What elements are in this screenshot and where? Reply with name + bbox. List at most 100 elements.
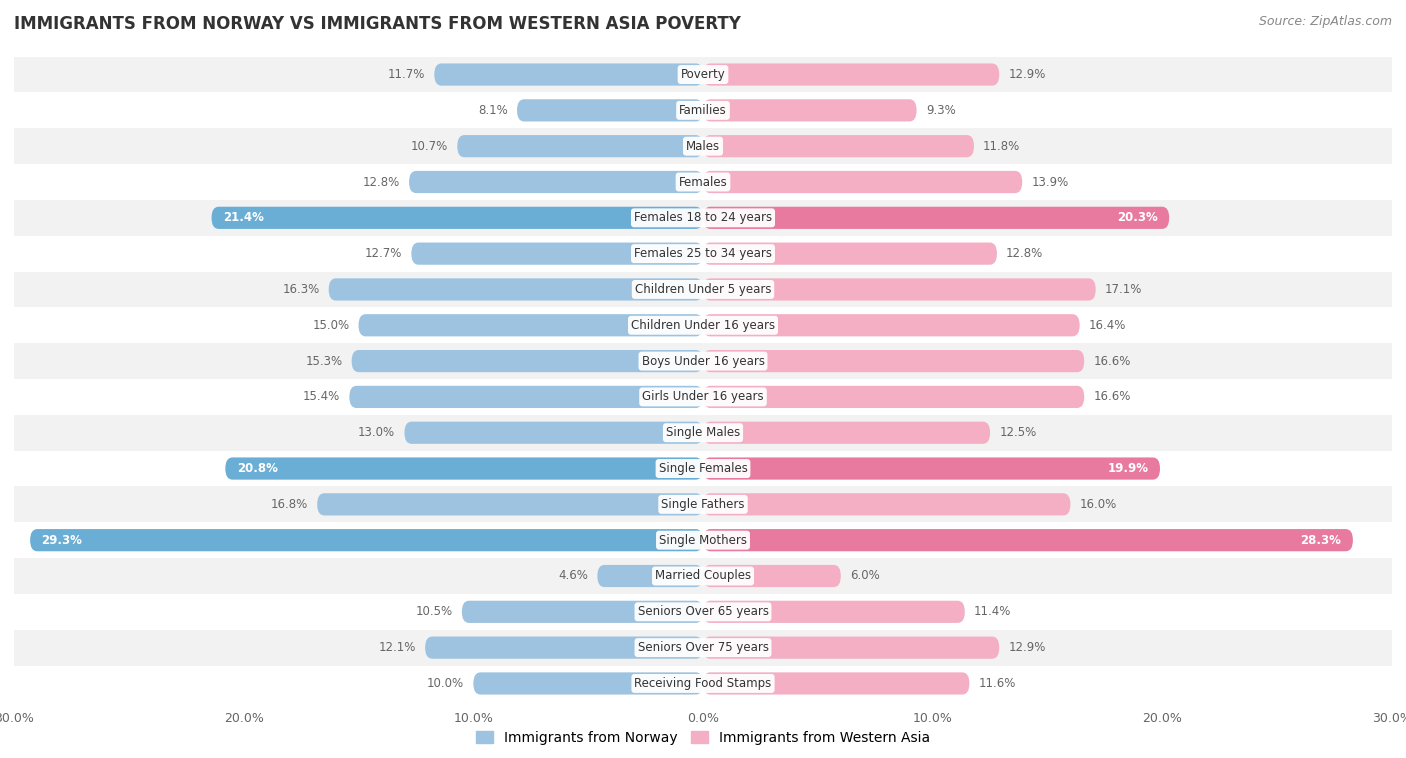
FancyBboxPatch shape (703, 600, 965, 623)
Text: 15.4%: 15.4% (302, 390, 340, 403)
Text: Single Mothers: Single Mothers (659, 534, 747, 547)
Text: 12.9%: 12.9% (1008, 641, 1046, 654)
Text: Boys Under 16 years: Boys Under 16 years (641, 355, 765, 368)
Text: Single Fathers: Single Fathers (661, 498, 745, 511)
Text: 16.3%: 16.3% (283, 283, 319, 296)
Text: 17.1%: 17.1% (1105, 283, 1142, 296)
Text: 6.0%: 6.0% (851, 569, 880, 582)
Bar (14, 236, 1392, 271)
FancyBboxPatch shape (425, 637, 703, 659)
Bar (14, 594, 1392, 630)
Text: Single Males: Single Males (666, 426, 740, 439)
Legend: Immigrants from Norway, Immigrants from Western Asia: Immigrants from Norway, Immigrants from … (471, 725, 935, 750)
Bar (14, 200, 1392, 236)
Bar (14, 415, 1392, 451)
FancyBboxPatch shape (359, 314, 703, 337)
Text: 4.6%: 4.6% (558, 569, 588, 582)
Bar (14, 666, 1392, 701)
FancyBboxPatch shape (352, 350, 703, 372)
FancyBboxPatch shape (703, 493, 1070, 515)
Bar (14, 164, 1392, 200)
Text: Children Under 16 years: Children Under 16 years (631, 319, 775, 332)
Text: 16.6%: 16.6% (1094, 355, 1130, 368)
FancyBboxPatch shape (30, 529, 703, 551)
Bar (14, 128, 1392, 164)
Text: 11.8%: 11.8% (983, 139, 1021, 152)
Text: 12.7%: 12.7% (364, 247, 402, 260)
FancyBboxPatch shape (703, 386, 1084, 408)
FancyBboxPatch shape (703, 243, 997, 265)
Text: 15.0%: 15.0% (312, 319, 349, 332)
Bar (14, 522, 1392, 558)
FancyBboxPatch shape (703, 64, 1000, 86)
Text: Girls Under 16 years: Girls Under 16 years (643, 390, 763, 403)
FancyBboxPatch shape (703, 350, 1084, 372)
FancyBboxPatch shape (409, 171, 703, 193)
FancyBboxPatch shape (474, 672, 703, 694)
Text: Single Females: Single Females (658, 462, 748, 475)
FancyBboxPatch shape (318, 493, 703, 515)
Bar (14, 487, 1392, 522)
FancyBboxPatch shape (412, 243, 703, 265)
Text: Source: ZipAtlas.com: Source: ZipAtlas.com (1258, 15, 1392, 28)
Text: 28.3%: 28.3% (1301, 534, 1341, 547)
Text: Families: Families (679, 104, 727, 117)
Text: 16.0%: 16.0% (1080, 498, 1116, 511)
Bar (14, 307, 1392, 343)
FancyBboxPatch shape (434, 64, 703, 86)
Text: 15.3%: 15.3% (305, 355, 343, 368)
Text: 12.9%: 12.9% (1008, 68, 1046, 81)
Text: 11.6%: 11.6% (979, 677, 1017, 690)
Text: 16.8%: 16.8% (271, 498, 308, 511)
FancyBboxPatch shape (517, 99, 703, 121)
FancyBboxPatch shape (703, 421, 990, 444)
Text: 12.5%: 12.5% (1000, 426, 1036, 439)
Text: 8.1%: 8.1% (478, 104, 508, 117)
Bar (14, 92, 1392, 128)
Text: Poverty: Poverty (681, 68, 725, 81)
Text: 20.8%: 20.8% (236, 462, 278, 475)
FancyBboxPatch shape (703, 314, 1080, 337)
FancyBboxPatch shape (703, 457, 1160, 480)
Bar (14, 630, 1392, 666)
FancyBboxPatch shape (703, 672, 969, 694)
Text: 10.5%: 10.5% (416, 606, 453, 619)
Text: IMMIGRANTS FROM NORWAY VS IMMIGRANTS FROM WESTERN ASIA POVERTY: IMMIGRANTS FROM NORWAY VS IMMIGRANTS FRO… (14, 15, 741, 33)
Text: Females 18 to 24 years: Females 18 to 24 years (634, 211, 772, 224)
FancyBboxPatch shape (703, 529, 1353, 551)
FancyBboxPatch shape (703, 207, 1170, 229)
Text: Children Under 5 years: Children Under 5 years (634, 283, 772, 296)
Text: 13.0%: 13.0% (359, 426, 395, 439)
Bar (14, 57, 1392, 92)
Text: 9.3%: 9.3% (925, 104, 956, 117)
Text: 20.3%: 20.3% (1116, 211, 1157, 224)
Text: 11.4%: 11.4% (974, 606, 1011, 619)
FancyBboxPatch shape (703, 637, 1000, 659)
Text: 16.6%: 16.6% (1094, 390, 1130, 403)
Text: 16.4%: 16.4% (1088, 319, 1126, 332)
Text: Females: Females (679, 176, 727, 189)
FancyBboxPatch shape (405, 421, 703, 444)
Bar (14, 343, 1392, 379)
Text: Females 25 to 34 years: Females 25 to 34 years (634, 247, 772, 260)
Text: 29.3%: 29.3% (42, 534, 83, 547)
FancyBboxPatch shape (703, 99, 917, 121)
Bar (14, 558, 1392, 594)
Text: Receiving Food Stamps: Receiving Food Stamps (634, 677, 772, 690)
Text: Seniors Over 65 years: Seniors Over 65 years (637, 606, 769, 619)
FancyBboxPatch shape (703, 278, 1095, 301)
Text: 12.8%: 12.8% (1007, 247, 1043, 260)
FancyBboxPatch shape (225, 457, 703, 480)
FancyBboxPatch shape (598, 565, 703, 587)
FancyBboxPatch shape (349, 386, 703, 408)
Text: 12.1%: 12.1% (378, 641, 416, 654)
Text: 10.0%: 10.0% (427, 677, 464, 690)
FancyBboxPatch shape (703, 135, 974, 158)
FancyBboxPatch shape (703, 565, 841, 587)
Text: 21.4%: 21.4% (224, 211, 264, 224)
FancyBboxPatch shape (211, 207, 703, 229)
Text: Married Couples: Married Couples (655, 569, 751, 582)
FancyBboxPatch shape (329, 278, 703, 301)
Bar (14, 379, 1392, 415)
Text: 19.9%: 19.9% (1108, 462, 1149, 475)
